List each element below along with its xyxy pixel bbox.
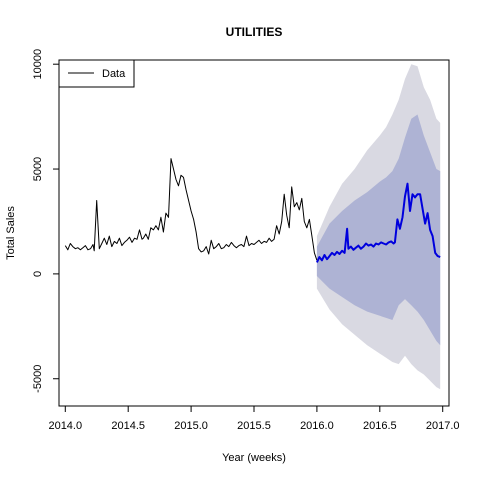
y-tick-label: -5000 — [32, 365, 44, 393]
x-tick-label: 2016.5 — [363, 420, 397, 432]
legend: Data — [58, 59, 135, 88]
x-tick-label: 2015.0 — [174, 420, 208, 432]
x-axis: 2014.0 2014.5 2015.0 2015.5 2016.0 2016.5 2017… — [48, 405, 460, 432]
y-axis-label: Total Sales — [5, 206, 17, 260]
series-lines — [64, 158, 441, 263]
data-line — [64, 158, 318, 261]
band-80 — [316, 114, 441, 346]
x-tick-label: 2014.5 — [111, 420, 145, 432]
x-axis-label: Year (weeks) — [222, 452, 286, 464]
legend-label-data: Data — [102, 68, 126, 80]
x-tick-label: 2016.0 — [300, 420, 334, 432]
y-tick-label: 0 — [32, 271, 44, 277]
y-axis: -5000 0 5000 10000 — [32, 49, 60, 393]
x-tick-label: 2015.5 — [237, 420, 271, 432]
y-tick-label: 5000 — [32, 157, 44, 181]
forecast-line — [315, 182, 441, 263]
y-tick-label: 10000 — [32, 49, 44, 80]
x-tick-label: 2014.0 — [48, 420, 82, 432]
chart-title: UTILITIES — [226, 25, 283, 39]
confidence-bands — [316, 64, 441, 390]
x-tick-label: 2017.0 — [426, 420, 460, 432]
